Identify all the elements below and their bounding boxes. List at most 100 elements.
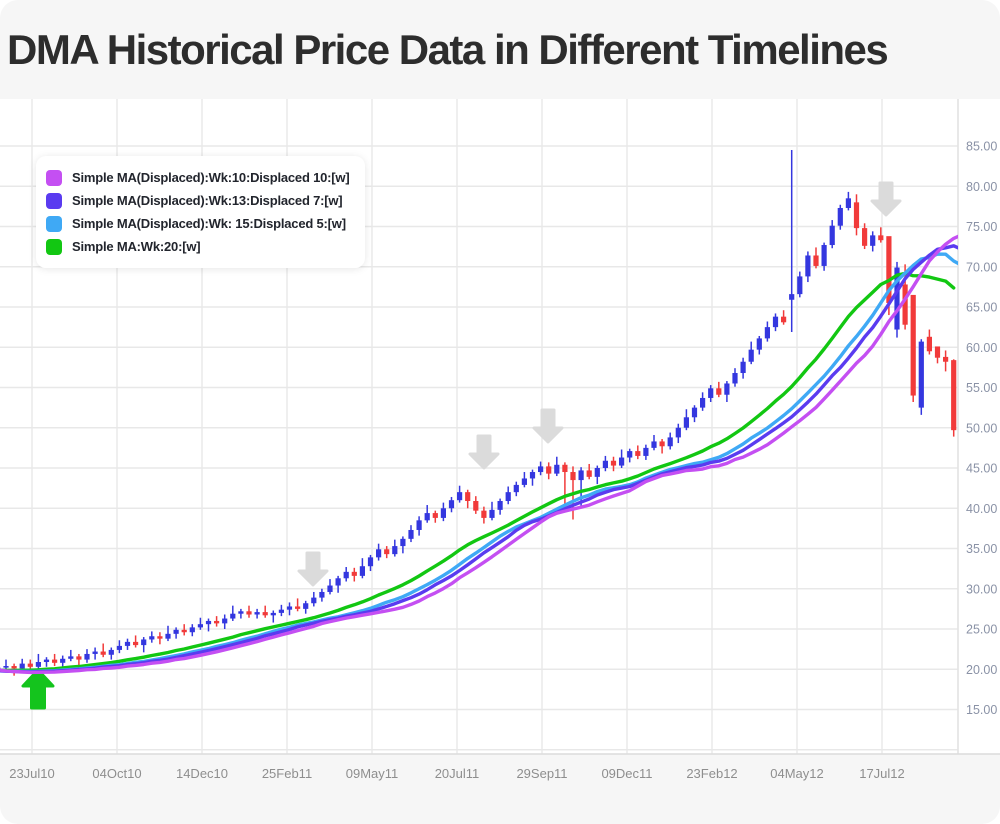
candle-down (481, 510, 487, 518)
candle-down (716, 388, 722, 395)
candle-up (521, 478, 527, 485)
candle-down (570, 472, 576, 481)
candle-down (562, 464, 568, 473)
y-tick-label: 75.00 (966, 220, 997, 234)
candle-up (165, 633, 171, 639)
ma-line (0, 234, 958, 675)
candle-up (845, 198, 851, 208)
y-tick-label: 85.00 (966, 140, 997, 154)
candle-up (683, 417, 689, 428)
candle-down (214, 620, 220, 624)
candle-up (35, 662, 41, 667)
candle-up (602, 460, 608, 468)
candle-up (870, 235, 876, 246)
candle-up (918, 341, 924, 408)
candle-up (149, 636, 155, 640)
candle-up (764, 327, 770, 339)
candle-up (230, 613, 236, 619)
candle-up (538, 466, 544, 473)
candle-up (60, 658, 66, 663)
candle-up (19, 663, 25, 669)
candle-up (513, 484, 519, 493)
candle-up (392, 546, 398, 555)
candle-up (700, 397, 706, 408)
candle-up (805, 255, 811, 277)
candle-up (173, 629, 179, 634)
candle-up (238, 611, 244, 614)
candle-down (951, 360, 957, 431)
candle-down (586, 470, 592, 477)
candle-down (465, 492, 471, 502)
candle-up (643, 447, 649, 456)
candle-up (894, 267, 900, 330)
candle-up (303, 603, 309, 609)
candle-down (262, 612, 268, 616)
candle-up (327, 585, 333, 592)
candle-down (862, 228, 868, 246)
x-tick-label: 04Oct10 (92, 766, 141, 781)
candle-up (772, 316, 779, 328)
legend: Simple MA(Displaced):Wk:10:Displaced 10:… (36, 156, 366, 268)
legend-item: Simple MA(Displaced):Wk:13:Displaced 7:[… (46, 189, 349, 212)
candle-down (934, 346, 941, 358)
candle-up (254, 612, 260, 615)
candle-down (11, 666, 17, 669)
candle-down (384, 549, 390, 555)
candle-down (902, 284, 908, 325)
x-tick-label: 23Feb12 (686, 766, 737, 781)
candle-up (424, 513, 430, 521)
candle-up (3, 666, 9, 668)
candle-down (100, 651, 106, 655)
candle-up (594, 468, 600, 477)
ma-line (0, 271, 956, 673)
candle-up (708, 388, 714, 398)
candle-up (440, 508, 446, 518)
y-tick-label: 55.00 (966, 381, 997, 395)
legend-item: Simple MA(Displaced):Wk: 15:Displaced 5:… (46, 212, 349, 235)
candle-up (732, 373, 738, 384)
candle-down (886, 236, 892, 303)
candle-down (853, 202, 860, 229)
legend-label: Simple MA(Displaced):Wk:10:Displaced 10:… (72, 170, 350, 185)
candle-up (619, 457, 625, 466)
x-tick-label: 14Dec10 (176, 766, 228, 781)
y-axis-labels: 85.00 80.00 75.00 70.00 65.00 60.00 55.00 50.00… (966, 140, 997, 718)
candle-up (497, 501, 503, 510)
candle-up (457, 492, 463, 501)
x-tick-label: 17Jul12 (859, 766, 905, 781)
candle-up (124, 641, 131, 646)
candle-up (68, 656, 74, 659)
candle-down (546, 466, 552, 474)
candle-down (76, 656, 82, 660)
y-tick-label: 20.00 (966, 663, 997, 677)
candle-up (367, 557, 374, 567)
candle-down (133, 641, 139, 646)
candle-up (335, 578, 341, 586)
legend-label: Simple MA:Wk:20:[w] (72, 239, 201, 254)
candle-down (246, 611, 252, 615)
candle-up (286, 606, 293, 610)
candle-up (529, 472, 536, 479)
candle-up (740, 361, 746, 374)
candle-up (92, 651, 98, 654)
candle-down (610, 460, 617, 466)
candle-up (376, 549, 382, 558)
candle-down (351, 571, 357, 576)
candle-up (627, 451, 633, 458)
y-tick-label: 50.00 (966, 421, 997, 435)
candle-down (781, 316, 787, 323)
candle-up (829, 225, 835, 246)
candle-up (116, 645, 122, 650)
candle-down (878, 235, 884, 241)
y-tick-label: 35.00 (966, 542, 997, 556)
x-tick-label: 20Jul11 (435, 766, 480, 781)
candle-up (675, 427, 681, 438)
candle-down (52, 659, 58, 663)
candle-down (473, 501, 479, 511)
candle-up (43, 659, 50, 663)
legend-swatch-purple-icon (46, 169, 62, 186)
candle-down (295, 606, 301, 609)
candle-down (926, 336, 932, 352)
candle-up (789, 294, 795, 300)
